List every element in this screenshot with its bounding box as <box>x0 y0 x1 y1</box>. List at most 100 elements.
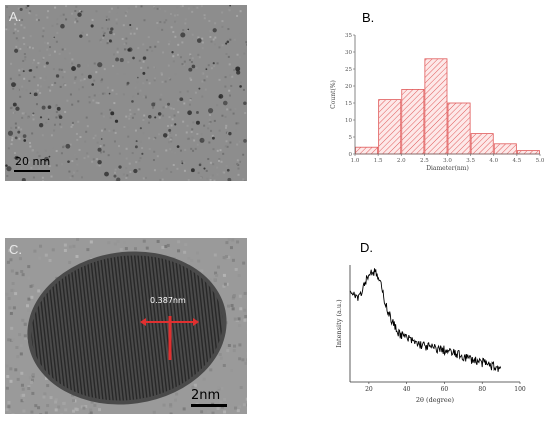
noise-speck <box>172 30 175 33</box>
nanoparticle <box>179 97 184 102</box>
noise-speck <box>39 92 42 95</box>
nanoparticle <box>29 69 33 72</box>
nanoparticle <box>60 23 65 29</box>
noise-speck <box>191 33 194 36</box>
noise-speck <box>6 375 10 379</box>
noise-speck <box>231 307 235 311</box>
noise-speck <box>211 411 215 414</box>
noise-speck <box>14 28 17 31</box>
noise-speck <box>44 411 48 414</box>
noise-speck <box>225 140 228 143</box>
noise-speck <box>216 166 219 169</box>
histogram-bar <box>378 99 402 155</box>
noise-speck <box>201 41 204 44</box>
noise-speck <box>10 247 14 251</box>
noise-speck <box>225 241 229 245</box>
noise-speck <box>27 46 30 49</box>
nanoparticle <box>76 63 81 68</box>
nanoparticle <box>196 111 199 114</box>
noise-speck <box>13 111 16 114</box>
noise-speck <box>43 79 46 82</box>
nanoparticle <box>58 115 63 119</box>
noise-speck <box>108 18 111 21</box>
noise-speck <box>238 405 242 409</box>
noise-speck <box>69 93 72 96</box>
noise-speck <box>143 116 146 119</box>
noise-speck <box>147 117 150 120</box>
x-tick-label: 1.5 <box>374 158 383 164</box>
noise-speck <box>238 323 242 327</box>
noise-speck <box>142 82 145 85</box>
noise-speck <box>74 21 77 24</box>
noise-speck <box>201 80 204 83</box>
noise-speck <box>227 304 231 308</box>
noise-speck <box>102 37 105 40</box>
noise-speck <box>169 412 173 414</box>
noise-speck <box>22 59 25 62</box>
noise-speck <box>208 141 211 144</box>
y-tick-label: 0 <box>349 152 353 158</box>
noise-speck <box>23 322 27 326</box>
noise-speck <box>224 145 227 148</box>
noise-speck <box>220 160 223 163</box>
noise-speck <box>158 133 161 136</box>
noise-speck <box>79 136 82 139</box>
nanoparticle <box>212 62 215 65</box>
noise-speck <box>203 124 206 127</box>
noise-speck <box>31 284 35 288</box>
noise-speck <box>21 18 24 21</box>
nanoparticle <box>154 116 157 119</box>
noise-speck <box>142 95 145 98</box>
noise-speck <box>162 51 165 54</box>
noise-speck <box>54 6 57 9</box>
scale-bar-a-text: 20 nm <box>15 155 51 168</box>
noise-speck <box>169 404 173 408</box>
noise-speck <box>152 138 155 141</box>
nanoparticle <box>55 74 60 78</box>
x-tick-label: 5.0 <box>536 158 545 164</box>
noise-speck <box>125 147 128 150</box>
noise-speck <box>44 41 47 44</box>
noise-speck <box>139 157 142 160</box>
noise-speck <box>91 18 94 21</box>
noise-speck <box>38 155 41 158</box>
noise-speck <box>142 119 145 122</box>
noise-speck <box>135 5 138 8</box>
noise-speck <box>103 170 106 173</box>
x-tick-label: 4.0 <box>489 158 498 164</box>
noise-speck <box>72 244 76 248</box>
noise-speck <box>151 49 154 52</box>
noise-speck <box>71 121 74 124</box>
noise-speck <box>181 63 184 66</box>
noise-speck <box>179 149 182 152</box>
noise-speck <box>61 163 64 166</box>
noise-speck <box>62 13 65 16</box>
noise-speck <box>102 150 105 153</box>
noise-speck <box>184 18 187 21</box>
noise-speck <box>203 17 206 20</box>
noise-speck <box>196 143 199 146</box>
noise-speck <box>38 49 41 52</box>
noise-speck <box>212 148 215 151</box>
noise-speck <box>7 296 11 300</box>
nanoparticle <box>128 47 133 52</box>
noise-speck <box>89 240 93 244</box>
y-tick-label: 35 <box>345 33 352 39</box>
noise-speck <box>197 53 200 56</box>
noise-speck <box>182 407 186 411</box>
noise-speck <box>80 405 84 409</box>
noise-speck <box>49 396 53 400</box>
noise-speck <box>213 253 217 257</box>
noise-speck <box>65 18 68 21</box>
noise-speck <box>236 143 239 146</box>
noise-speck <box>137 47 140 50</box>
noise-speck <box>50 134 53 137</box>
noise-speck <box>75 158 78 161</box>
noise-speck <box>201 47 204 50</box>
noise-speck <box>11 244 15 248</box>
noise-speck <box>48 53 51 56</box>
noise-speck <box>209 30 212 33</box>
nanoparticle <box>45 61 49 65</box>
y-tick-label: 25 <box>345 67 352 73</box>
noise-speck <box>7 338 11 342</box>
